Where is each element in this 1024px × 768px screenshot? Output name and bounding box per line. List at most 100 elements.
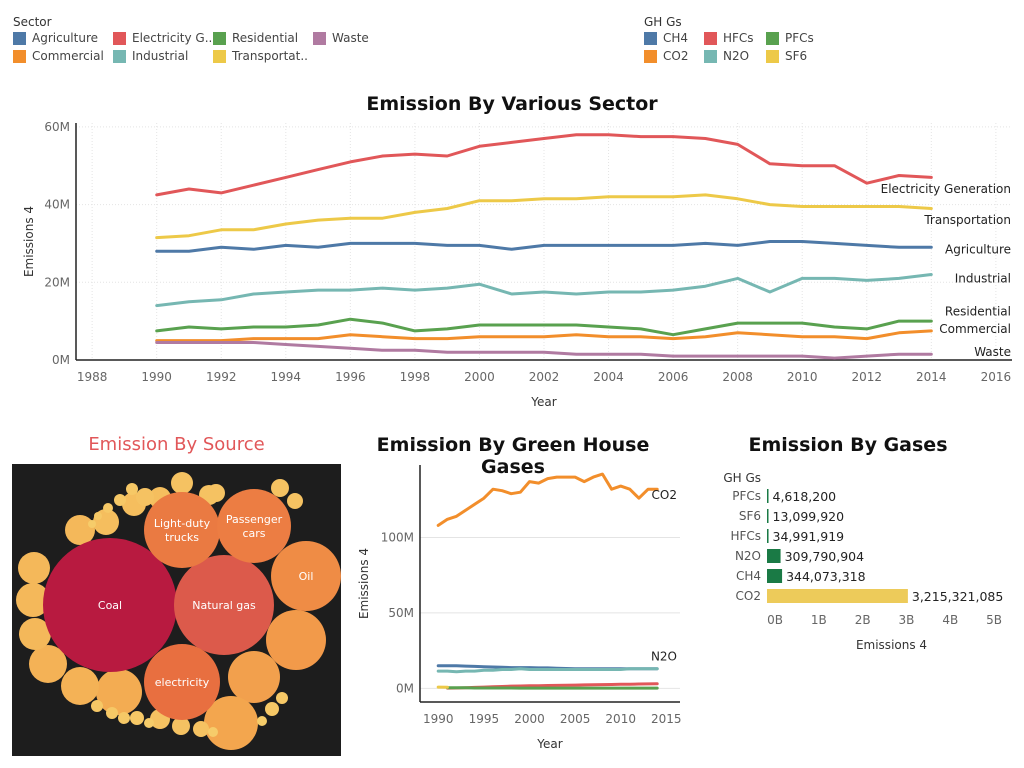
legend-swatch [13, 31, 26, 45]
source-bubble [114, 494, 126, 506]
y-tick-label: 100M [381, 530, 414, 544]
bar-value-label-co2: 3,215,321,085 [912, 589, 1003, 604]
source-bubble [19, 618, 51, 650]
source-bubble [172, 717, 190, 735]
bar-hfcs [767, 529, 769, 543]
ghg-legend-item-sf6[interactable]: SF6 [766, 49, 836, 63]
x-tick-label: 1990 [141, 370, 172, 384]
bubble-canvas: Coal Natural gas electricity Light-dutytruc… [16, 472, 341, 750]
x-tick-label: 2015 [651, 712, 682, 726]
end-label-residential: Residential [945, 304, 1011, 318]
source-bubble-label: trucks [165, 531, 199, 544]
bar-pfcs [767, 489, 769, 503]
ghg-legend-item-ch4[interactable]: CH4 [644, 31, 704, 45]
category-label-ch4: CH4 [736, 569, 761, 583]
ghg-legend-item-n2o[interactable]: N2O [704, 49, 766, 63]
series-line-n2o [436, 667, 659, 674]
ghg-legend-item-co2[interactable]: CO2 [644, 49, 704, 63]
legend-label: N2O [723, 49, 750, 63]
source-bubble-label: Oil [299, 570, 314, 583]
end-label-co2: CO2 [652, 488, 677, 502]
category-label-sf6: SF6 [739, 509, 761, 523]
legend-label: Agriculture [32, 31, 98, 45]
gases-chart-title: Emission By Gases [748, 434, 948, 456]
source-bubble-label: electricity [155, 676, 210, 689]
source-bubble [208, 727, 218, 737]
x-tick-label: 1998 [400, 370, 431, 384]
source-bubble [61, 667, 99, 705]
end-label-industrial: Industrial [955, 271, 1011, 285]
source-bubble-oil [271, 541, 341, 611]
sector-chart-title: Emission By Various Sector [366, 93, 658, 115]
sector-legend-item-residential[interactable]: Residential [213, 31, 313, 45]
legend-swatch [113, 49, 126, 63]
source-bubble [265, 702, 279, 716]
x-tick-label: 1996 [335, 370, 366, 384]
source-bubble [118, 712, 130, 724]
sector-legend-item-waste[interactable]: Waste [313, 31, 403, 45]
legend-swatch [704, 49, 717, 63]
legend-swatch [213, 49, 226, 63]
sector-legend-item-transportat[interactable]: Transportat.. [213, 49, 313, 63]
legend-label: CH4 [663, 31, 689, 45]
source-bubble [271, 479, 289, 497]
legend-swatch [644, 49, 657, 63]
x-tick-label: 4B [942, 613, 958, 627]
sector-legend-item-electricity-g[interactable]: Electricity G.. [113, 31, 213, 45]
x-tick-label: 2014 [916, 370, 947, 384]
y-tick-label: 0M [52, 353, 70, 367]
sector-line-chart: 0M 20M 40M 60M 1988 1990 1992 1994 1996 1998 2000 2… [22, 120, 1012, 409]
source-bubble-label: cars [242, 527, 265, 540]
series-line-residential [155, 317, 933, 337]
source-bubble [257, 716, 267, 726]
source-bubble-label: Passenger [226, 513, 283, 526]
ghg-legend-item-hfcs[interactable]: HFCs [704, 31, 766, 45]
source-bubble [96, 669, 142, 715]
source-bubble [126, 483, 138, 495]
y-tick-label: 20M [44, 275, 70, 289]
bar-value-label-sf6: 13,099,920 [773, 509, 845, 524]
source-bubble [29, 645, 67, 683]
row-header: GH Gs [723, 471, 761, 485]
sector-legend-item-commercial[interactable]: Commercial [13, 49, 113, 63]
legend-label: Electricity G.. [132, 31, 213, 45]
ghg-legend-item-pfcs[interactable]: PFCs [766, 31, 836, 45]
series-line-co2 [436, 472, 659, 527]
ghg-line-chart: 0M 50M 100M 1990 1995 2000 2005 2010 2015 CO2 N2O Y… [357, 465, 682, 751]
bar-value-label-n2o: 309,790,904 [785, 549, 865, 564]
x-tick-label: 1992 [206, 370, 237, 384]
source-bubble-label: Light-duty [154, 517, 211, 530]
source-bubble [88, 520, 96, 528]
category-label-n2o: N2O [735, 549, 761, 563]
x-tick-label: 1B [811, 613, 827, 627]
category-label-hfcs: HFCs [730, 529, 761, 543]
source-bubble-label: Coal [98, 599, 122, 612]
x-tick-label: 2000 [514, 712, 545, 726]
legend-swatch [113, 31, 126, 45]
legend-label: CO2 [663, 49, 689, 63]
ghg-legend: GH Gs CH4 HFCs PFCs CO2 N2O SF6 [644, 15, 836, 63]
x-tick-label: 2002 [529, 370, 560, 384]
legend-label: Commercial [32, 49, 104, 63]
x-axis-title: Emissions 4 [856, 638, 927, 652]
series-line-industrial [155, 273, 933, 308]
sector-legend-item-agriculture[interactable]: Agriculture [13, 31, 113, 45]
source-bubble [18, 552, 50, 584]
source-bubble-natural-gas [174, 555, 274, 655]
legend-swatch [213, 31, 226, 45]
legend-swatch [766, 49, 779, 63]
bar-ch4 [767, 569, 783, 583]
legend-label: Residential [232, 31, 299, 45]
x-axis-title: Year [536, 737, 562, 751]
source-bubble [276, 692, 288, 704]
legend-label: HFCs [723, 31, 754, 45]
legend-label: SF6 [785, 49, 808, 63]
source-bubble [204, 696, 258, 750]
source-bubble-electricity [144, 644, 220, 720]
y-tick-label: 50M [388, 606, 414, 620]
x-tick-label: 1988 [77, 370, 108, 384]
y-tick-label: 0M [396, 681, 414, 695]
sector-legend-item-industrial[interactable]: Industrial [113, 49, 213, 63]
legend-swatch [13, 49, 26, 63]
x-tick-label: 0B [767, 613, 783, 627]
